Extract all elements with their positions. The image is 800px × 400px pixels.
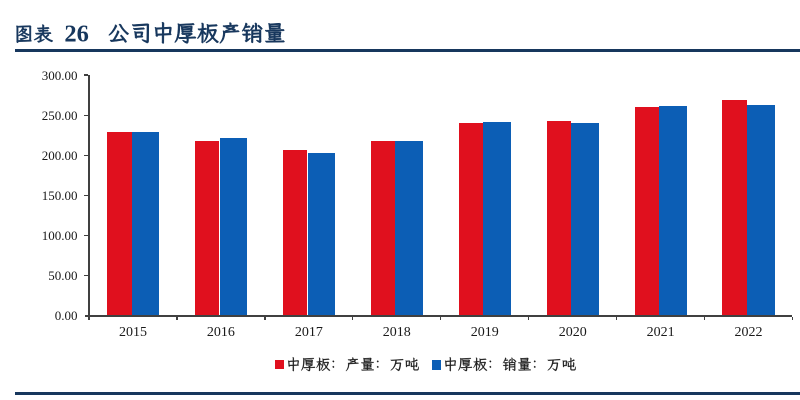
svg-text:26: 26 (64, 21, 89, 48)
